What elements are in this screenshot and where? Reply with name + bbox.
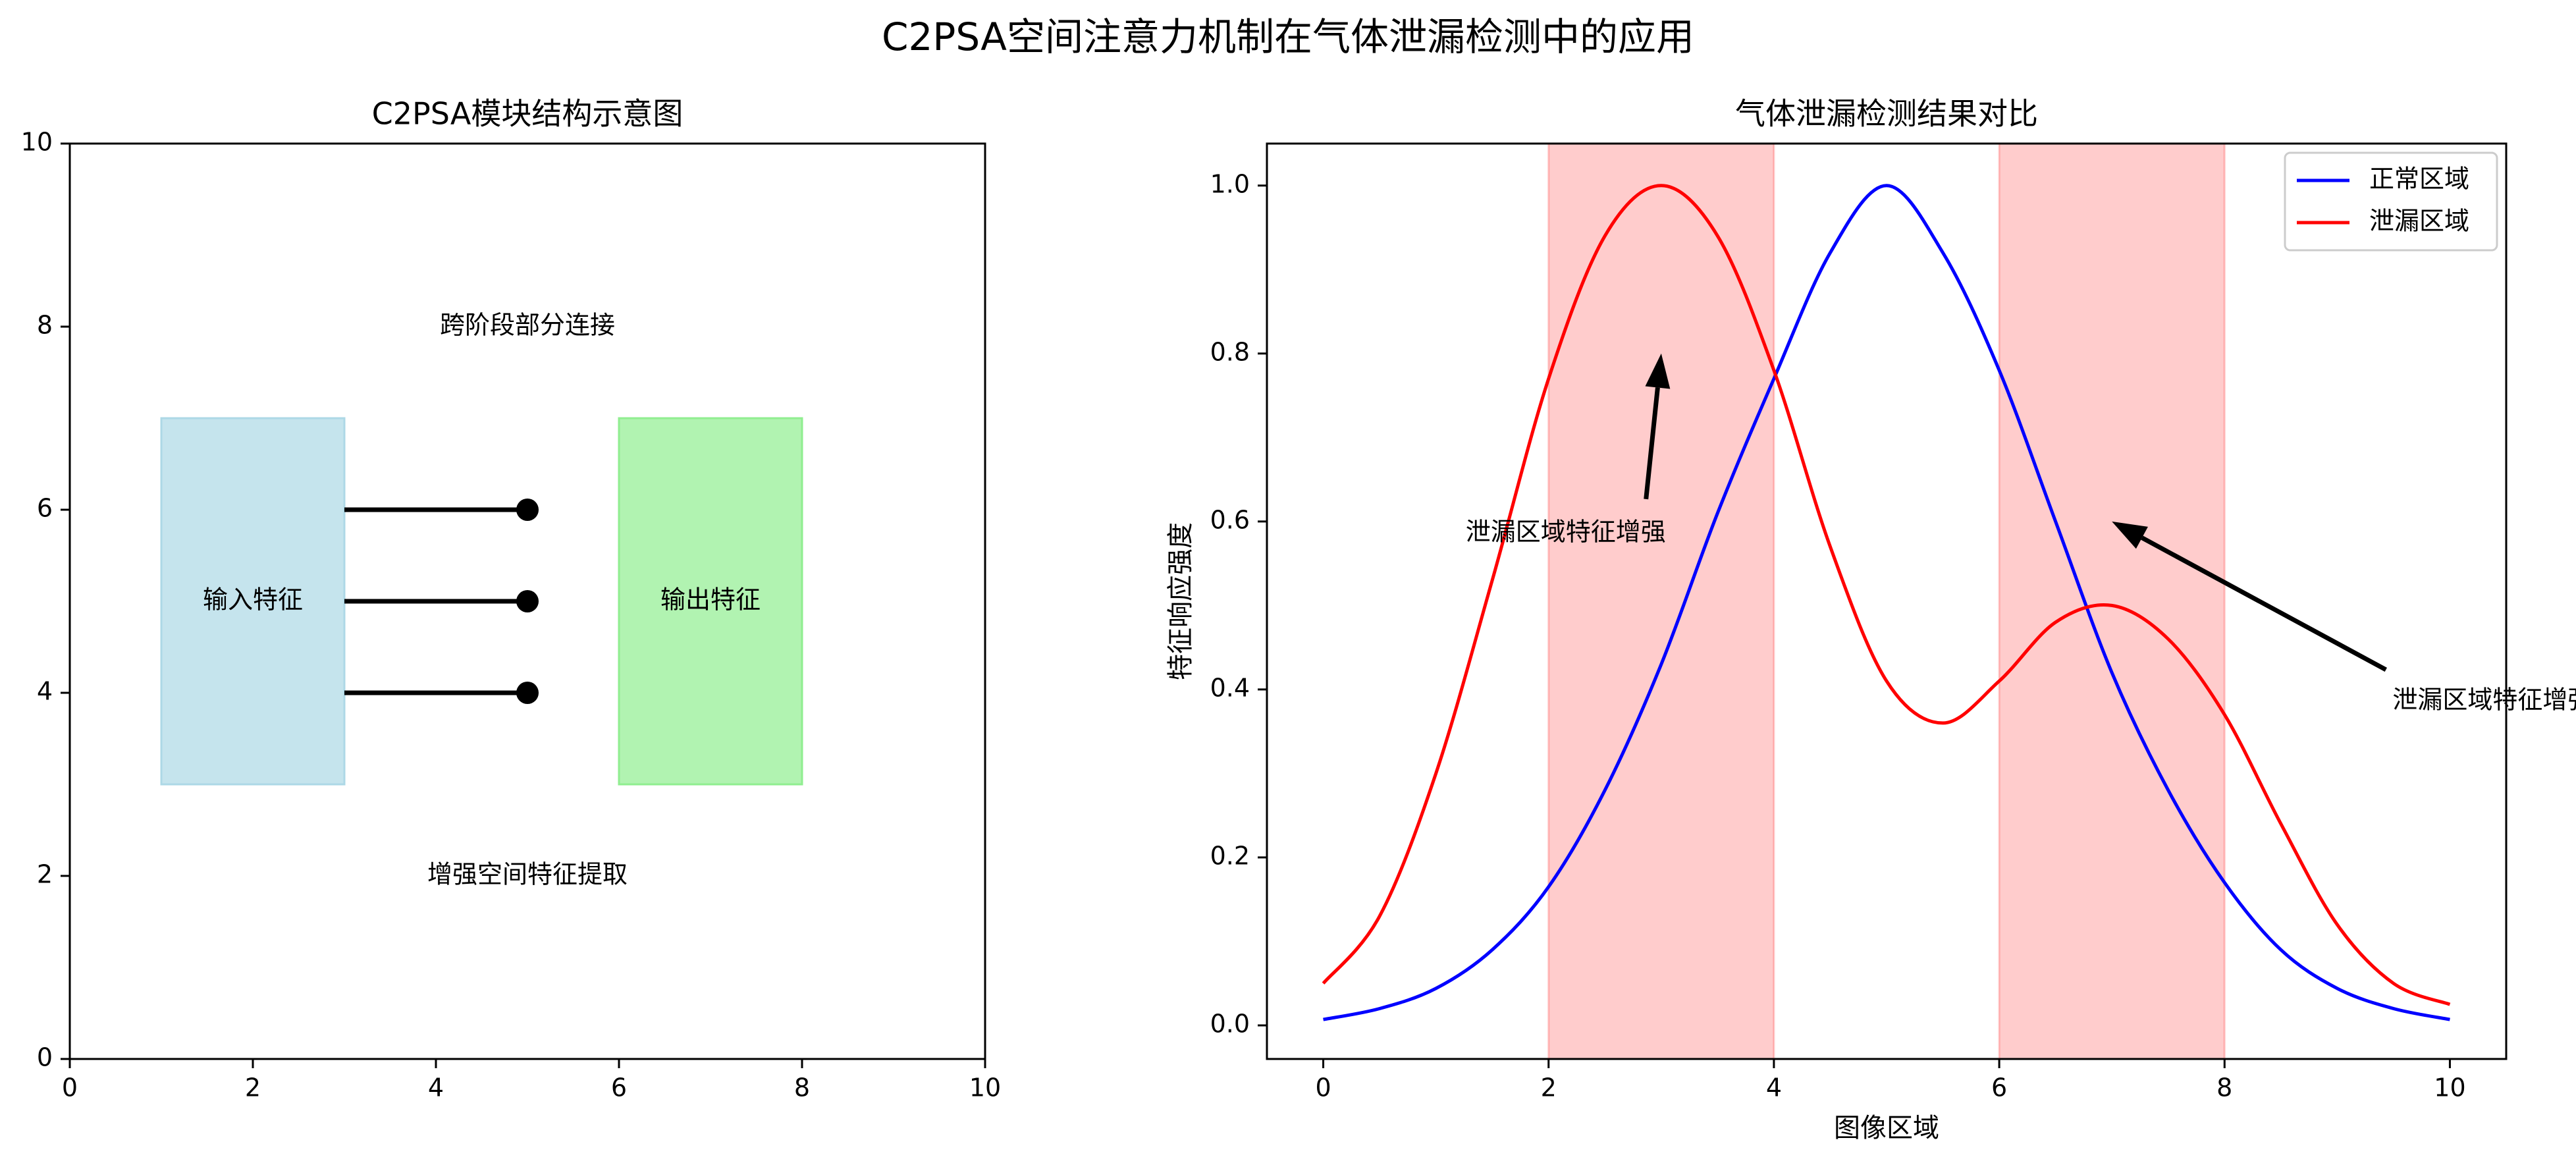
annotation-arrow-head	[2112, 521, 2148, 549]
x-tick-label: 4	[428, 1073, 444, 1102]
x-tick-label: 6	[1991, 1073, 2007, 1102]
legend-frame	[2284, 151, 2498, 252]
left-axes-frame	[68, 142, 986, 1060]
connection-node-3	[516, 682, 539, 704]
structure-box-2	[618, 417, 803, 786]
connection-node-2	[516, 590, 539, 612]
y-tick-label: 8	[37, 311, 53, 340]
x-tick-label: 2	[1541, 1073, 1557, 1102]
x-tick-label: 2	[245, 1073, 261, 1102]
structure-box-1	[160, 417, 346, 786]
legend-entry-label: 正常区域	[2369, 165, 2469, 194]
structure-box-label: 输入特征	[203, 585, 303, 614]
y-tick-label: 4	[37, 677, 53, 706]
y-tick-label: 0.2	[1210, 841, 1250, 870]
x-tick-label: 8	[2216, 1073, 2232, 1102]
y-tick-label: 0.8	[1210, 337, 1250, 366]
diagram-annotation: 增强空间特征提取	[427, 860, 628, 889]
right-chart-title: 气体泄漏检测结果对比	[1735, 96, 2038, 132]
y-tick-label: 10	[21, 128, 53, 157]
structure-box-label: 输出特征	[660, 585, 761, 614]
y-tick-label: 6	[37, 494, 53, 523]
y-tick-label: 1.0	[1210, 169, 1250, 198]
y-tick-label: 0	[37, 1043, 53, 1072]
x-tick-label: 4	[1766, 1073, 1782, 1102]
y-tick-label: 0.6	[1210, 505, 1250, 534]
diagram-annotation: 跨阶段部分连接	[440, 311, 615, 340]
x-tick-label: 10	[969, 1073, 1001, 1102]
y-axis-label: 特征响应强度	[1166, 522, 1196, 680]
arrow-annotation-text: 泄漏区域特征增强	[2392, 685, 2576, 714]
figure-title: C2PSA空间注意力机制在气体泄漏检测中的应用	[882, 14, 1694, 59]
x-tick-label: 10	[2434, 1073, 2465, 1102]
annotation-arrow-shaft	[2141, 535, 2388, 672]
arrow-annotation-text: 泄漏区域特征增强	[1466, 517, 1666, 546]
annotation-arrow-shaft	[1644, 387, 1660, 500]
y-tick-label: 0.4	[1210, 673, 1250, 702]
series-line-2	[1322, 184, 2451, 1006]
x-tick-label: 0	[62, 1073, 78, 1102]
connection-node-1	[516, 499, 539, 521]
annotation-arrow-head	[1645, 353, 1671, 389]
series-line-1	[1323, 184, 2450, 1021]
left-chart-title: C2PSA模块结构示意图	[372, 96, 684, 132]
legend-entry-label: 泄漏区域	[2369, 207, 2469, 236]
x-tick-label: 0	[1315, 1073, 1331, 1102]
shaded-region-2	[1998, 142, 2226, 1060]
x-tick-label: 8	[794, 1073, 810, 1102]
y-tick-label: 2	[37, 860, 53, 889]
right-axes-frame	[1266, 142, 2508, 1060]
x-tick-label: 6	[611, 1073, 627, 1102]
x-axis-label: 图像区域	[1834, 1113, 1939, 1143]
y-tick-label: 0.0	[1210, 1009, 1250, 1038]
